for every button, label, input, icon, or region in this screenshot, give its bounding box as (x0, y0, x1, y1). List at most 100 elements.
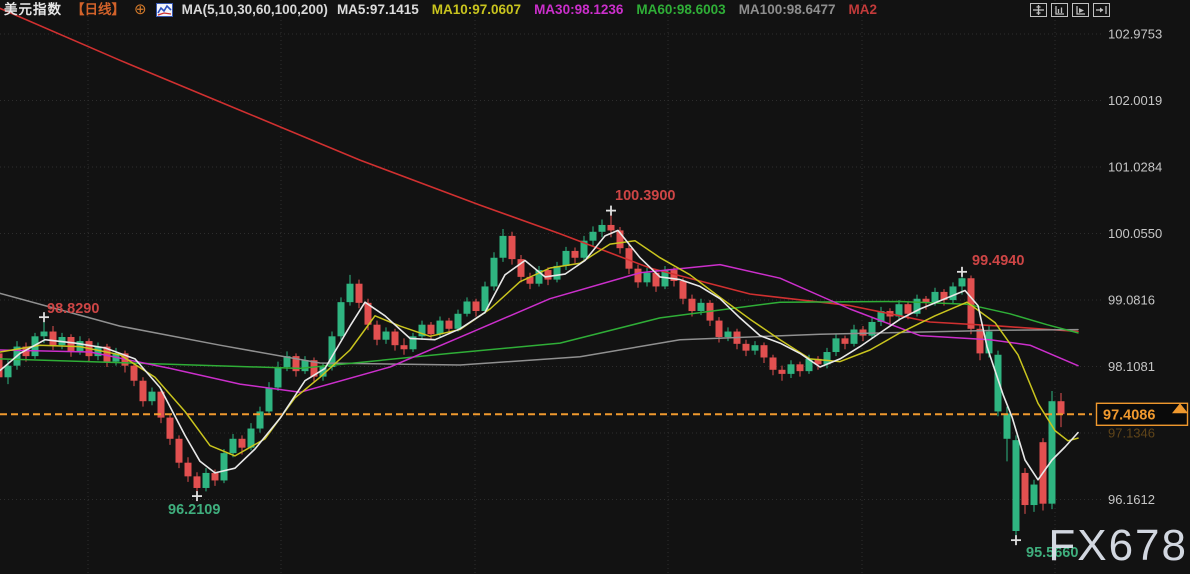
candle-body (211, 472, 219, 481)
candle-body (994, 354, 1002, 412)
chart-toolbar (1030, 3, 1110, 17)
candle-body (238, 438, 246, 448)
current-price-value: 97.4086 (1103, 407, 1155, 423)
candle-body (265, 387, 273, 412)
watermark: FX678 (1048, 521, 1188, 570)
candle-body (301, 360, 309, 372)
candle-body (760, 345, 768, 358)
candle-body (841, 338, 849, 344)
candle-body (499, 235, 507, 258)
candle-body (697, 302, 705, 312)
ma-value-0: MA5:97.1415 (336, 2, 419, 17)
candle-body (175, 438, 183, 463)
crosshair-pan-icon[interactable] (1030, 3, 1047, 17)
ma-settings-label: MA(5,10,30,60,100,200) (181, 2, 328, 17)
candle-body (337, 302, 345, 337)
candle-body (859, 329, 867, 336)
candle-body (598, 224, 606, 232)
candle-body (535, 270, 543, 284)
candle-body (445, 320, 453, 329)
candle-body (1021, 472, 1029, 506)
y-axis-label-6: 97.1346 (1108, 426, 1155, 441)
candle-body (103, 346, 111, 362)
candle-body (0, 353, 3, 378)
auto-scroll-icon[interactable] (1072, 3, 1089, 17)
candle-body (274, 367, 282, 388)
y-axis-label-1: 102.0019 (1108, 93, 1162, 108)
candle-body (4, 365, 12, 378)
candle-body (400, 345, 408, 350)
candle-body (373, 324, 381, 340)
extreme-price-label: 99.4940 (972, 253, 1024, 269)
price-axis-scale-icon[interactable] (1051, 3, 1068, 17)
y-axis-label-2: 101.0284 (1108, 160, 1162, 175)
candle-body (715, 320, 723, 337)
candle-body (850, 329, 858, 344)
candle-body (949, 286, 957, 301)
candle-body (643, 272, 651, 283)
y-axis-label-0: 102.9753 (1108, 27, 1162, 42)
current-price-box (1095, 402, 1189, 426)
candle-body (625, 248, 633, 269)
ma-line-ma5 (0, 229, 1079, 481)
extreme-price-label: 95.5660 (1026, 545, 1078, 561)
export-chart-icon[interactable] (1093, 3, 1110, 17)
candle-body (976, 328, 984, 354)
ma-value-5: MA2 (848, 2, 878, 17)
candle-body (382, 331, 390, 340)
candle-body (652, 272, 660, 287)
candle-body (517, 259, 525, 277)
y-axis-label-3: 100.0550 (1108, 226, 1162, 241)
candle-body (967, 278, 975, 329)
extreme-price-label: 98.8290 (47, 301, 99, 317)
candle-body (688, 298, 696, 312)
ma-value-4: MA100:98.6477 (738, 2, 836, 17)
y-axis-label-7: 96.1612 (1108, 492, 1155, 507)
candle-body (391, 331, 399, 346)
period-label[interactable]: 【日线】 (71, 2, 125, 17)
candle-body (1003, 413, 1011, 439)
candle-body (868, 321, 876, 336)
candle-body (832, 338, 840, 353)
chart-type-icon[interactable] (155, 3, 173, 17)
candle-body (418, 324, 426, 337)
candle-body (481, 286, 489, 312)
candle-body (94, 346, 102, 357)
candle-body (904, 304, 912, 314)
candle-body (778, 369, 786, 374)
candle-body (184, 462, 192, 477)
candle-body (220, 453, 228, 481)
candle-body (895, 304, 903, 317)
chart-header: 美元指数 【日线】 ⊕ MA(5,10,30,60,100,200) MA5:9… (4, 2, 877, 18)
candle-body (427, 324, 435, 335)
candle-body (202, 472, 210, 488)
candle-body (607, 224, 615, 231)
candle-body (355, 283, 363, 303)
candle-body (751, 345, 759, 351)
add-indicator-icon[interactable]: ⊕ (134, 1, 147, 18)
extreme-price-label: 96.2109 (168, 502, 220, 518)
candle-body (229, 438, 237, 454)
candle-body (940, 291, 948, 301)
candle-body (346, 283, 354, 303)
candle-body (1030, 484, 1038, 506)
candle-body (157, 391, 165, 418)
symbol-title: 美元指数 (4, 2, 62, 17)
ma-value-2: MA30:98.1236 (534, 2, 624, 17)
candle-body (958, 278, 966, 287)
candle-body (553, 265, 561, 280)
candle-body (454, 313, 462, 329)
candle-body (247, 428, 255, 448)
candle-body (193, 476, 201, 488)
candle-body (49, 331, 57, 346)
candle-body (364, 302, 372, 325)
candle-body (634, 268, 642, 283)
candle-body (724, 331, 732, 337)
candle-body (571, 250, 579, 258)
candle-body (985, 331, 993, 354)
ma-line-ma60 (0, 300, 1079, 370)
candle-body (796, 364, 804, 372)
candle-body (544, 270, 552, 280)
